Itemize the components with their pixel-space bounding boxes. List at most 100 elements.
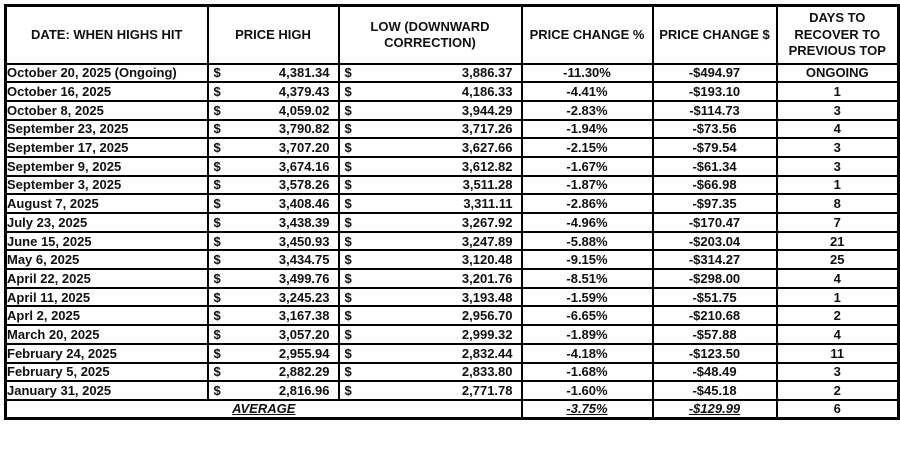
price-change-pct-cell: -1.60% [520, 380, 654, 401]
low-correction-value: 2,832.44 [461, 345, 513, 361]
low-correction-amount: $ 3,120.48 [341, 252, 520, 268]
days-to-recover-cell: 1 [775, 286, 900, 308]
currency-symbol: $ [344, 177, 352, 193]
price-high-cell: $ 4,059.02 [206, 99, 340, 121]
price-high-value: 3,707.20 [278, 140, 330, 156]
price-high-value: 3,790.82 [278, 121, 330, 137]
average-pct-cell: -3.75% [520, 398, 654, 420]
table-row: April 11, 2025 $ 3,245.23 $ 3,193.48 - [4, 286, 900, 308]
price-change-pct-cell: -6.65% [520, 305, 654, 327]
low-correction-value: 2,956.70 [461, 308, 513, 324]
currency-symbol: $ [213, 326, 221, 342]
currency-symbol: $ [344, 252, 352, 268]
price-change-usd-cell: -$123.50 [651, 342, 778, 364]
low-correction-value: 2,771.78 [461, 383, 513, 399]
low-correction-value: 3,944.29 [461, 102, 513, 118]
price-high-amount: $ 3,057.20 [210, 326, 337, 342]
days-to-recover-cell: 4 [775, 324, 900, 345]
low-correction-value: 3,627.66 [461, 140, 513, 156]
date-cell: January 31, 2025 [4, 380, 209, 401]
header-row: DATE: WHEN HIGHS HIT PRICE HIGH LOW (DOW… [4, 4, 900, 65]
price-high-cell: $ 3,438.39 [206, 212, 340, 233]
table-row: September 23, 2025 $ 3,790.82 $ 3,717.26 [4, 118, 900, 140]
date-cell: May 6, 2025 [4, 249, 209, 271]
price-high-amount: $ 3,245.23 [210, 289, 337, 305]
price-change-usd-cell: -$45.18 [651, 380, 778, 401]
low-correction-amount: $ 3,311.11 [341, 196, 520, 211]
low-correction-cell: $ 3,193.48 [337, 286, 523, 308]
date-cell: September 23, 2025 [4, 118, 209, 140]
date-cell: February 24, 2025 [4, 342, 209, 364]
price-high-amount: $ 3,450.93 [210, 234, 337, 249]
days-to-recover-cell: ONGOING [775, 62, 900, 84]
table-row: April 22, 2025 $ 3,499.76 $ 3,201.76 - [4, 268, 900, 289]
price-high-amount: $ 2,882.29 [210, 364, 337, 379]
average-label: AVERAGE [4, 398, 523, 420]
price-change-pct-cell: -2.15% [520, 137, 654, 158]
currency-symbol: $ [344, 102, 352, 118]
low-correction-cell: $ 3,627.66 [337, 137, 523, 158]
days-to-recover-cell: 7 [775, 212, 900, 233]
low-correction-value: 3,247.89 [461, 233, 513, 249]
currency-symbol: $ [213, 252, 221, 268]
price-high-amount: $ 3,790.82 [210, 121, 337, 137]
price-change-usd-cell: -$48.49 [651, 361, 778, 383]
price-high-amount: $ 4,059.02 [210, 102, 337, 118]
days-to-recover-cell: 25 [775, 249, 900, 271]
low-correction-amount: $ 2,833.80 [341, 364, 520, 379]
low-correction-cell: $ 3,886.37 [337, 62, 523, 84]
price-change-usd-cell: -$114.73 [651, 99, 778, 121]
low-correction-cell: $ 3,311.11 [337, 193, 523, 214]
date-cell: October 20, 2025 (Ongoing) [4, 62, 209, 84]
low-correction-amount: $ 2,999.32 [341, 326, 520, 342]
days-to-recover-cell: 8 [775, 193, 900, 214]
price-change-usd-cell: -$203.04 [651, 230, 778, 252]
col-header-price-high: PRICE HIGH [206, 4, 340, 65]
low-correction-cell: $ 3,267.92 [337, 212, 523, 233]
price-change-pct-cell: -4.41% [520, 81, 654, 102]
low-correction-value: 3,120.48 [461, 252, 513, 268]
days-to-recover-cell: 1 [775, 174, 900, 196]
days-to-recover-cell: 3 [775, 155, 900, 177]
price-change-usd-cell: -$51.75 [651, 286, 778, 308]
price-change-pct-cell: -2.86% [520, 193, 654, 214]
currency-symbol: $ [344, 84, 352, 100]
price-high-amount: $ 3,578.26 [210, 178, 337, 193]
date-cell: March 20, 2025 [4, 324, 209, 345]
price-high-amount: $ 3,499.76 [210, 270, 337, 286]
table-row: January 31, 2025 $ 2,816.96 $ 2,771.78 [4, 380, 900, 401]
price-high-amount: $ 3,438.39 [210, 215, 337, 230]
price-high-cell: $ 3,450.93 [206, 230, 340, 252]
low-correction-amount: $ 3,886.37 [341, 65, 520, 80]
price-high-cell: $ 4,379.43 [206, 81, 340, 102]
table-row: September 3, 2025 $ 3,578.26 $ 3,511.28 [4, 174, 900, 196]
price-high-cell: $ 3,674.16 [206, 155, 340, 177]
currency-symbol: $ [213, 308, 221, 324]
table-row: October 8, 2025 $ 4,059.02 $ 3,944.29 [4, 99, 900, 121]
average-days-cell: 6 [775, 398, 900, 420]
price-high-value: 3,499.76 [278, 270, 330, 286]
price-change-pct-cell: -1.89% [520, 324, 654, 345]
low-correction-value: 3,511.28 [462, 177, 513, 193]
currency-symbol: $ [213, 84, 221, 100]
currency-symbol: $ [213, 345, 221, 361]
col-header-low-correction: LOW (DOWNWARD CORRECTION) [337, 4, 523, 65]
low-correction-amount: $ 3,944.29 [341, 102, 520, 118]
currency-symbol: $ [213, 196, 221, 212]
currency-symbol: $ [213, 289, 221, 305]
days-to-recover-cell: 3 [775, 361, 900, 383]
price-high-value: 4,059.02 [278, 102, 330, 118]
price-high-amount: $ 3,707.20 [210, 140, 337, 156]
currency-symbol: $ [344, 214, 352, 230]
currency-symbol: $ [344, 121, 352, 137]
low-correction-value: 3,267.92 [461, 214, 513, 230]
price-high-value: 3,674.16 [278, 158, 330, 174]
low-correction-value: 2,999.32 [461, 326, 513, 342]
low-correction-cell: $ 3,717.26 [337, 118, 523, 140]
price-change-pct-cell: -9.15% [520, 249, 654, 271]
price-high-cell: $ 3,707.20 [206, 137, 340, 158]
table-row: October 20, 2025 (Ongoing) $ 4,381.34 $ … [4, 62, 900, 84]
price-high-cell: $ 2,816.96 [206, 380, 340, 401]
date-cell: April 22, 2025 [4, 268, 209, 289]
date-cell: October 8, 2025 [4, 99, 209, 121]
